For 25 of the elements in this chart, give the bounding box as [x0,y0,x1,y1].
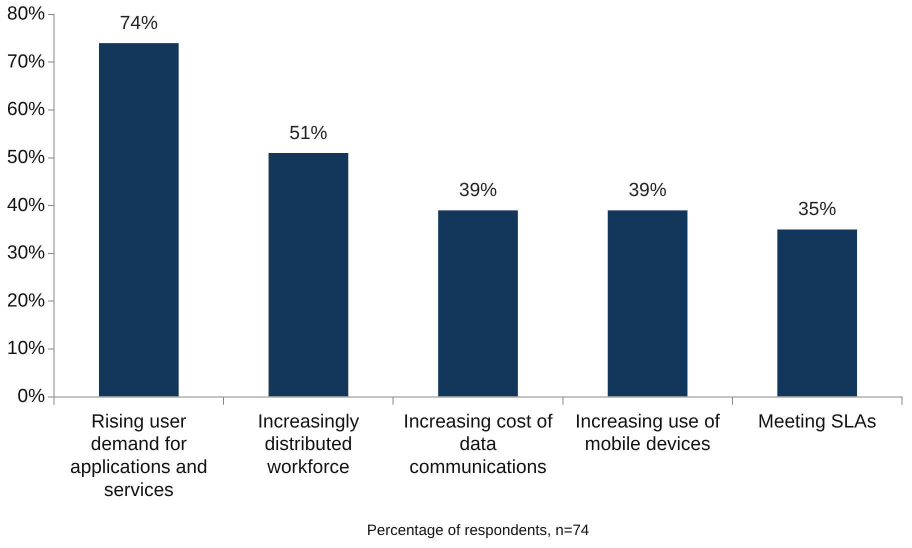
bar [438,210,518,396]
y-tick-label: 40% [6,194,46,216]
data-label: 51% [289,122,328,144]
y-tick-label: 80% [6,4,46,25]
y-tick-label: 0% [18,386,46,408]
data-label: 39% [628,180,667,202]
x-tick-label: Increasing cost of data communications [404,411,554,478]
y-tick-label: 10% [6,338,46,360]
x-tick-label: Rising user demand for applications and services [70,411,208,501]
x-tick-label: Meeting SLAs [758,411,876,432]
y-tick-label: 20% [6,290,46,312]
bar [98,43,179,396]
x-tick-label: Increasing use of mobile devices [575,411,721,456]
data-label: 74% [120,12,158,34]
y-tick-label: 30% [6,242,46,264]
data-label: 39% [459,180,498,202]
bar [777,230,858,396]
data-label: 35% [798,199,836,220]
bar [608,210,688,396]
x-tick-label: Increasingly distributed workforce [258,411,360,478]
y-tick-label: 70% [6,51,46,72]
bar [268,153,348,396]
y-tick-label: 50% [6,147,46,168]
y-tick-label: 60% [6,99,46,120]
x-axis-title: Percentage of respondents, n=74 [366,522,590,540]
